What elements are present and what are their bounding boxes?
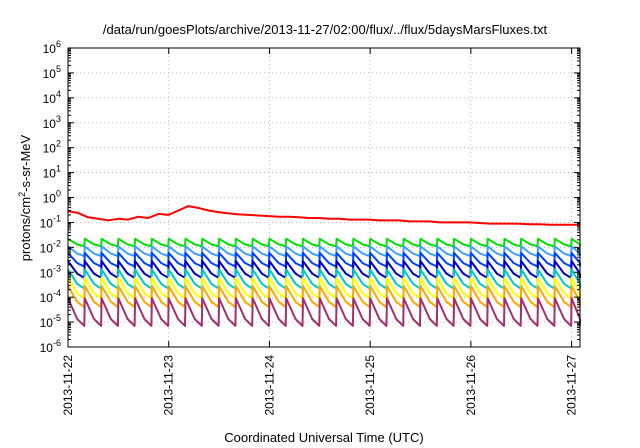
y-tick-label: 105 (43, 64, 61, 81)
series-line-5 (67, 260, 581, 279)
x-axis-ticks: 2013-11-22 2013-11-23 2013-11-24 2013-11-25… (61, 48, 579, 416)
chart-title: /data/run/goesPlots/archive/2013-11-27/0… (103, 22, 548, 37)
series-line-8 (67, 285, 581, 309)
y-tick-label: 104 (43, 89, 61, 106)
series-line-7 (67, 276, 581, 300)
x-tick-label: 2013-11-27 (565, 355, 579, 416)
series-line-3 (67, 245, 581, 257)
y-tick-label: 10-1 (40, 213, 61, 230)
series-line-2 (67, 237, 581, 248)
y-tick-label: 106 (43, 39, 61, 56)
y-axis-title-base: protons/cm (18, 197, 33, 261)
y-tick-label: 10-4 (40, 288, 61, 305)
y-tick-label: 10-3 (40, 263, 61, 280)
y-axis-title: protons/cm2-s-sr-MeV (17, 134, 33, 261)
y-tick-label: 103 (43, 114, 61, 131)
y-tick-label: 101 (43, 164, 61, 181)
y-tick-label: 10-2 (40, 238, 61, 255)
y-tick-label: 10-6 (40, 338, 61, 355)
x-tick-label: 2013-11-22 (61, 355, 75, 416)
x-axis-title: Coordinated Universal Time (UTC) (224, 430, 423, 445)
y-axis-title-sup: 2 (17, 192, 27, 197)
y-tick-label: 10-5 (40, 313, 61, 330)
y-tick-label: 102 (43, 139, 61, 156)
x-tick-label: 2013-11-26 (464, 355, 478, 416)
series-lines (67, 205, 581, 327)
x-tick-label: 2013-11-24 (262, 355, 276, 416)
y-tick-label: 100 (43, 189, 61, 206)
series-line-6 (67, 268, 581, 290)
x-tick-label: 2013-11-25 (363, 355, 377, 416)
grid-lines (68, 48, 580, 347)
x-tick-label: 2013-11-23 (162, 355, 176, 416)
series-line-4 (67, 251, 581, 268)
series-line-1 (67, 205, 580, 226)
series-line-9 (67, 297, 581, 327)
y-axis-title-rest: -s-sr-MeV (18, 134, 33, 191)
